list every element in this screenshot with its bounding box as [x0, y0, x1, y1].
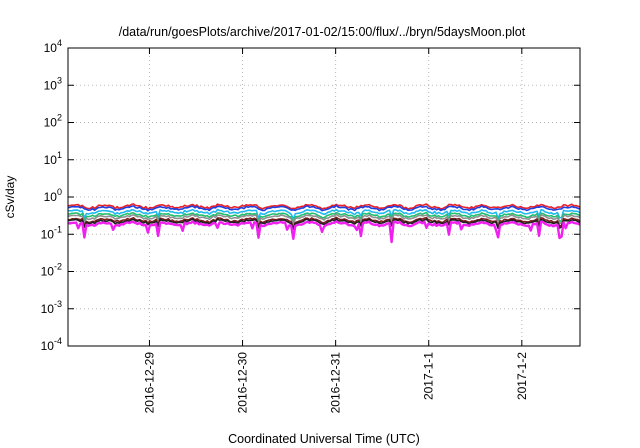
tick-layer: 10-410-310-210-11001011021031042016-12-2…: [41, 38, 580, 413]
y-tick-label: 104: [44, 38, 62, 55]
y-tick-label: 10-2: [41, 262, 62, 279]
y-tick-exponent: 0: [57, 187, 62, 197]
chart-title: /data/run/goesPlots/archive/2017-01-02/1…: [119, 25, 526, 39]
y-tick-base: 10: [44, 41, 58, 55]
y-tick-base: 10: [44, 153, 58, 167]
y-tick-base: 10: [41, 302, 55, 316]
y-tick-label: 100: [44, 187, 62, 204]
y-tick-base: 10: [44, 190, 58, 204]
y-tick-base: 10: [41, 227, 55, 241]
y-tick-base: 10: [41, 265, 55, 279]
series-line: [68, 218, 581, 230]
x-tick-label: 2017-1-2: [515, 352, 529, 400]
y-tick-label: 103: [44, 75, 62, 92]
y-tick-label: 10-3: [41, 299, 62, 316]
series-line: [67, 208, 581, 220]
y-tick-label: 101: [44, 150, 62, 167]
series-line: [67, 204, 581, 212]
x-axis-label: Coordinated Universal Time (UTC): [228, 432, 420, 446]
y-tick-exponent: 3: [57, 75, 62, 85]
series-line: [67, 220, 581, 244]
y-tick-label: 10-1: [41, 224, 62, 241]
series-line: [67, 213, 581, 225]
y-tick-exponent: -4: [54, 336, 62, 346]
grid-layer: [68, 48, 580, 346]
y-tick-exponent: 2: [57, 113, 62, 123]
y-tick-exponent: 4: [57, 38, 62, 48]
y-tick-exponent: -1: [54, 224, 62, 234]
y-tick-exponent: -3: [54, 299, 62, 309]
y-axis-label: cSv/day: [3, 176, 17, 219]
y-tick-label: 102: [44, 113, 62, 130]
y-tick-exponent: -2: [54, 262, 62, 272]
y-tick-base: 10: [44, 116, 58, 130]
x-tick-label: 2017-1-1: [422, 352, 436, 400]
y-tick-base: 10: [44, 78, 58, 92]
series-line: [67, 211, 581, 224]
series-line: [67, 203, 581, 211]
y-tick-exponent: 1: [57, 150, 62, 160]
x-tick-label: 2016-12-30: [236, 352, 250, 414]
y-tick-label: 10-4: [41, 336, 62, 353]
y-tick-base: 10: [41, 339, 55, 353]
x-tick-label: 2016-12-31: [329, 352, 343, 414]
x-tick-label: 2016-12-29: [142, 352, 156, 414]
series-layer: [67, 203, 581, 244]
